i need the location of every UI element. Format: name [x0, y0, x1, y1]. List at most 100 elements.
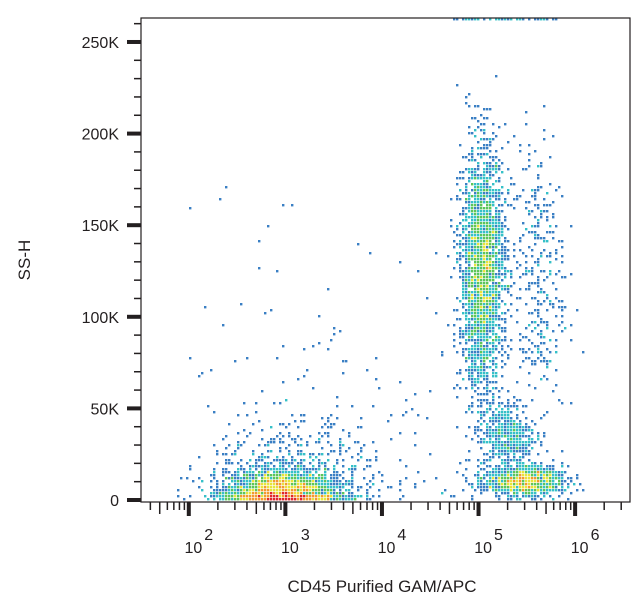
- density-bin: [540, 417, 543, 420]
- y-tick-label: 100K: [82, 310, 120, 327]
- density-bin: [492, 387, 495, 390]
- density-bin: [474, 276, 477, 279]
- density-bin: [552, 477, 555, 480]
- density-bin: [522, 447, 525, 450]
- density-bin: [474, 351, 477, 354]
- density-bin: [483, 339, 486, 342]
- density-bin: [528, 477, 531, 480]
- density-bin: [204, 495, 207, 498]
- density-bin: [498, 306, 501, 309]
- density-bin: [561, 471, 564, 474]
- density-bin: [546, 471, 549, 474]
- density-bin: [504, 123, 507, 126]
- density-bin: [363, 477, 366, 480]
- density-bin: [483, 201, 486, 204]
- density-bin: [489, 276, 492, 279]
- density-bin: [495, 222, 498, 225]
- density-bin: [291, 459, 294, 462]
- density-bin: [555, 249, 558, 252]
- density-bin: [525, 453, 528, 456]
- density-bin: [486, 354, 489, 357]
- density-bin: [219, 198, 222, 201]
- density-bin: [534, 234, 537, 237]
- density-bin: [321, 447, 324, 450]
- density-bin: [522, 411, 525, 414]
- density-bin: [498, 216, 501, 219]
- density-bin: [255, 489, 258, 492]
- density-bin: [531, 447, 534, 450]
- density-bin: [477, 306, 480, 309]
- density-bin: [531, 267, 534, 270]
- density-bin: [486, 426, 489, 429]
- density-bin: [486, 219, 489, 222]
- density-bin: [264, 456, 267, 459]
- density-bin: [480, 381, 483, 384]
- density-bin: [519, 276, 522, 279]
- density-bin: [222, 492, 225, 495]
- density-bin: [465, 267, 468, 270]
- density-bin: [465, 276, 468, 279]
- density-bin: [399, 489, 402, 492]
- density-bin: [237, 480, 240, 483]
- density-bin: [228, 498, 231, 501]
- density-bin: [333, 468, 336, 471]
- density-bin: [213, 474, 216, 477]
- density-bin: [351, 405, 354, 408]
- density-bin: [462, 378, 465, 381]
- density-bin: [462, 237, 465, 240]
- density-bin: [486, 237, 489, 240]
- density-bin: [477, 372, 480, 375]
- density-bin: [315, 498, 318, 501]
- density-bin: [192, 480, 195, 483]
- density-bin: [303, 498, 306, 501]
- density-bin: [477, 348, 480, 351]
- density-bin: [471, 243, 474, 246]
- density-bin: [339, 495, 342, 498]
- density-bin: [489, 294, 492, 297]
- density-bin: [546, 480, 549, 483]
- density-bin: [468, 246, 471, 249]
- density-bin: [483, 198, 486, 201]
- density-bin: [525, 441, 528, 444]
- density-bin: [492, 369, 495, 372]
- density-bin: [465, 225, 468, 228]
- density-bin: [504, 336, 507, 339]
- density-bin: [510, 483, 513, 486]
- density-bin: [549, 480, 552, 483]
- density-bin: [510, 270, 513, 273]
- density-bin: [492, 483, 495, 486]
- density-bin: [477, 225, 480, 228]
- density-bin: [486, 489, 489, 492]
- density-bin: [474, 240, 477, 243]
- density-bin: [468, 318, 471, 321]
- density-bin: [540, 474, 543, 477]
- density-bin: [273, 459, 276, 462]
- density-bin: [474, 426, 477, 429]
- density-bin: [459, 258, 462, 261]
- density-bin: [465, 324, 468, 327]
- density-bin: [507, 435, 510, 438]
- density-bin: [234, 477, 237, 480]
- density-bin: [483, 483, 486, 486]
- density-bin: [549, 471, 552, 474]
- density-bin: [468, 249, 471, 252]
- density-bin: [492, 294, 495, 297]
- density-bin: [354, 498, 357, 501]
- density-bin: [309, 495, 312, 498]
- density-bin: [492, 252, 495, 255]
- density-bin: [474, 270, 477, 273]
- density-bin: [279, 474, 282, 477]
- density-bin: [459, 276, 462, 279]
- density-bin: [471, 324, 474, 327]
- density-bin: [504, 486, 507, 489]
- density-bin: [264, 474, 267, 477]
- density-bin: [297, 498, 300, 501]
- density-bin: [489, 450, 492, 453]
- density-bin: [483, 291, 486, 294]
- density-bin: [267, 465, 270, 468]
- density-bin: [501, 426, 504, 429]
- density-bin: [540, 336, 543, 339]
- density-bin: [489, 198, 492, 201]
- density-bin: [273, 474, 276, 477]
- density-bin: [465, 234, 468, 237]
